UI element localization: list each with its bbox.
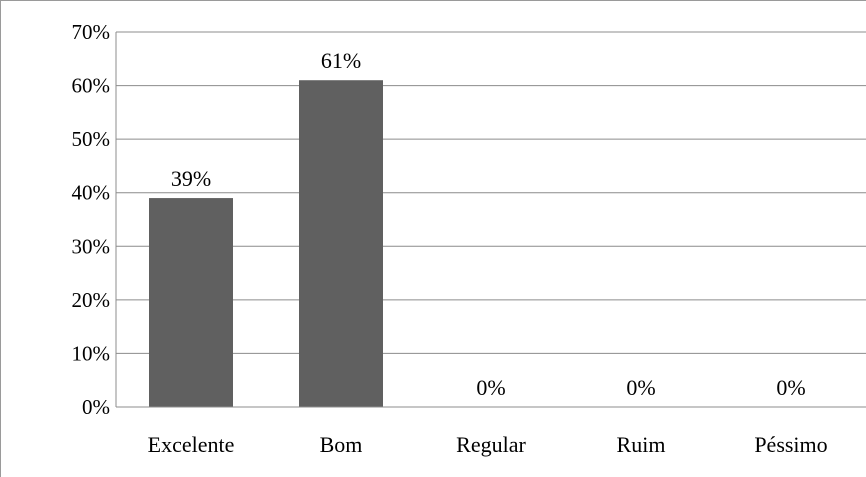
y-tick-label: 50%	[72, 127, 111, 151]
data-label: 61%	[321, 48, 361, 73]
gridlines	[115, 31, 866, 407]
y-tick-label: 70%	[72, 20, 111, 44]
data-label: 0%	[476, 375, 505, 400]
bars	[149, 80, 383, 407]
data-label: 0%	[776, 375, 805, 400]
y-tick-label: 40%	[72, 181, 111, 205]
y-tick-label: 20%	[72, 288, 111, 312]
category-label: Excelente	[148, 432, 235, 457]
category-labels: Excelente Bom Regular Ruim Péssimo	[148, 432, 828, 457]
data-labels: 39% 61% 0% 0% 0%	[171, 48, 806, 400]
category-label: Bom	[320, 432, 363, 457]
category-label: Ruim	[617, 432, 666, 457]
category-label: Péssimo	[754, 432, 827, 457]
y-tick-label: 30%	[72, 234, 111, 258]
data-label: 39%	[171, 166, 211, 191]
y-tick-label: 60%	[72, 74, 111, 98]
category-label: Regular	[456, 432, 526, 457]
bar-bom	[299, 80, 383, 407]
y-tick-label: 0%	[82, 395, 110, 419]
y-axis-tick-labels: 0% 10% 20% 30% 40% 50% 60% 70%	[72, 20, 111, 419]
bar-excelente	[149, 198, 233, 407]
y-tick-label: 10%	[72, 341, 111, 365]
data-label: 0%	[626, 375, 655, 400]
